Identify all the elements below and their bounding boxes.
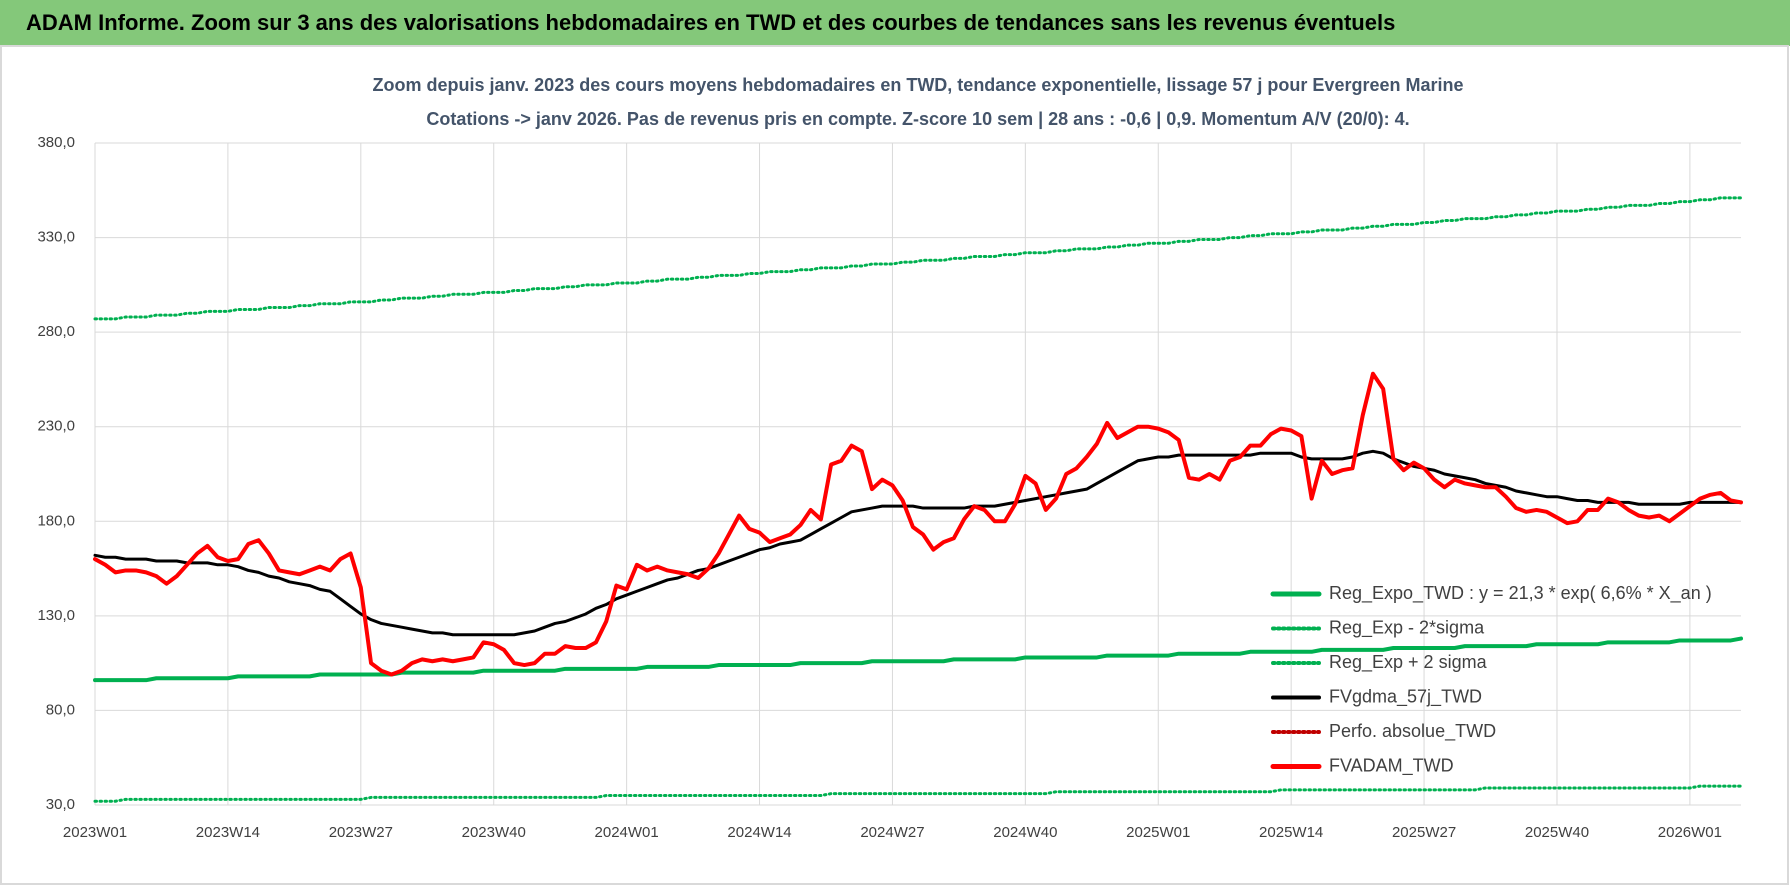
y-tick-label: 130,0 <box>37 607 75 624</box>
legend-label: FVADAM_TWD <box>1329 755 1454 776</box>
x-tick-label: 2023W27 <box>329 824 393 841</box>
y-tick-label: 280,0 <box>37 323 75 340</box>
legend-label: Perfo. absolue_TWD <box>1329 721 1496 742</box>
y-tick-label: 180,0 <box>37 512 75 529</box>
legend-label: Reg_Expo_TWD : y = 21,3 * exp( 6,6% * X_… <box>1329 583 1712 604</box>
series-line <box>93 449 1743 637</box>
x-tick-label: 2025W14 <box>1259 824 1323 841</box>
x-tick-label: 2023W40 <box>462 824 526 841</box>
x-tick-label: 2025W27 <box>1392 824 1456 841</box>
chart-title: Cotations -> janv 2026. Pas de revenus p… <box>426 109 1409 129</box>
x-tick-label: 2024W27 <box>860 824 924 841</box>
series-line <box>93 784 1743 803</box>
x-tick-label: 2026W01 <box>1658 824 1722 841</box>
chart-title: Zoom depuis janv. 2023 des cours moyens … <box>372 75 1463 95</box>
y-tick-label: 80,0 <box>46 701 75 718</box>
chart-frame <box>0 45 1789 885</box>
header-band <box>0 0 1790 46</box>
header-title: ADAM Informe. Zoom sur 3 ans des valoris… <box>26 10 1395 35</box>
y-tick-label: 330,0 <box>37 229 75 246</box>
y-tick-label: 230,0 <box>37 418 75 435</box>
y-tick-label: 380,0 <box>37 134 75 151</box>
series-line <box>93 371 1743 677</box>
series-line <box>93 636 1743 683</box>
legend-label: Reg_Exp - 2*sigma <box>1329 617 1485 638</box>
x-tick-label: 2024W14 <box>727 824 791 841</box>
x-tick-label: 2023W14 <box>196 824 260 841</box>
y-tick-label: 30,0 <box>46 796 75 813</box>
x-tick-label: 2024W40 <box>993 824 1057 841</box>
x-tick-label: 2023W01 <box>63 824 127 841</box>
x-tick-label: 2025W40 <box>1525 824 1589 841</box>
x-tick-label: 2025W01 <box>1126 824 1190 841</box>
legend-label: FVgdma_57j_TWD <box>1329 686 1482 707</box>
series-line <box>93 196 1743 321</box>
x-tick-label: 2024W01 <box>595 824 659 841</box>
legend-label: Reg_Exp + 2 sigma <box>1329 652 1488 673</box>
